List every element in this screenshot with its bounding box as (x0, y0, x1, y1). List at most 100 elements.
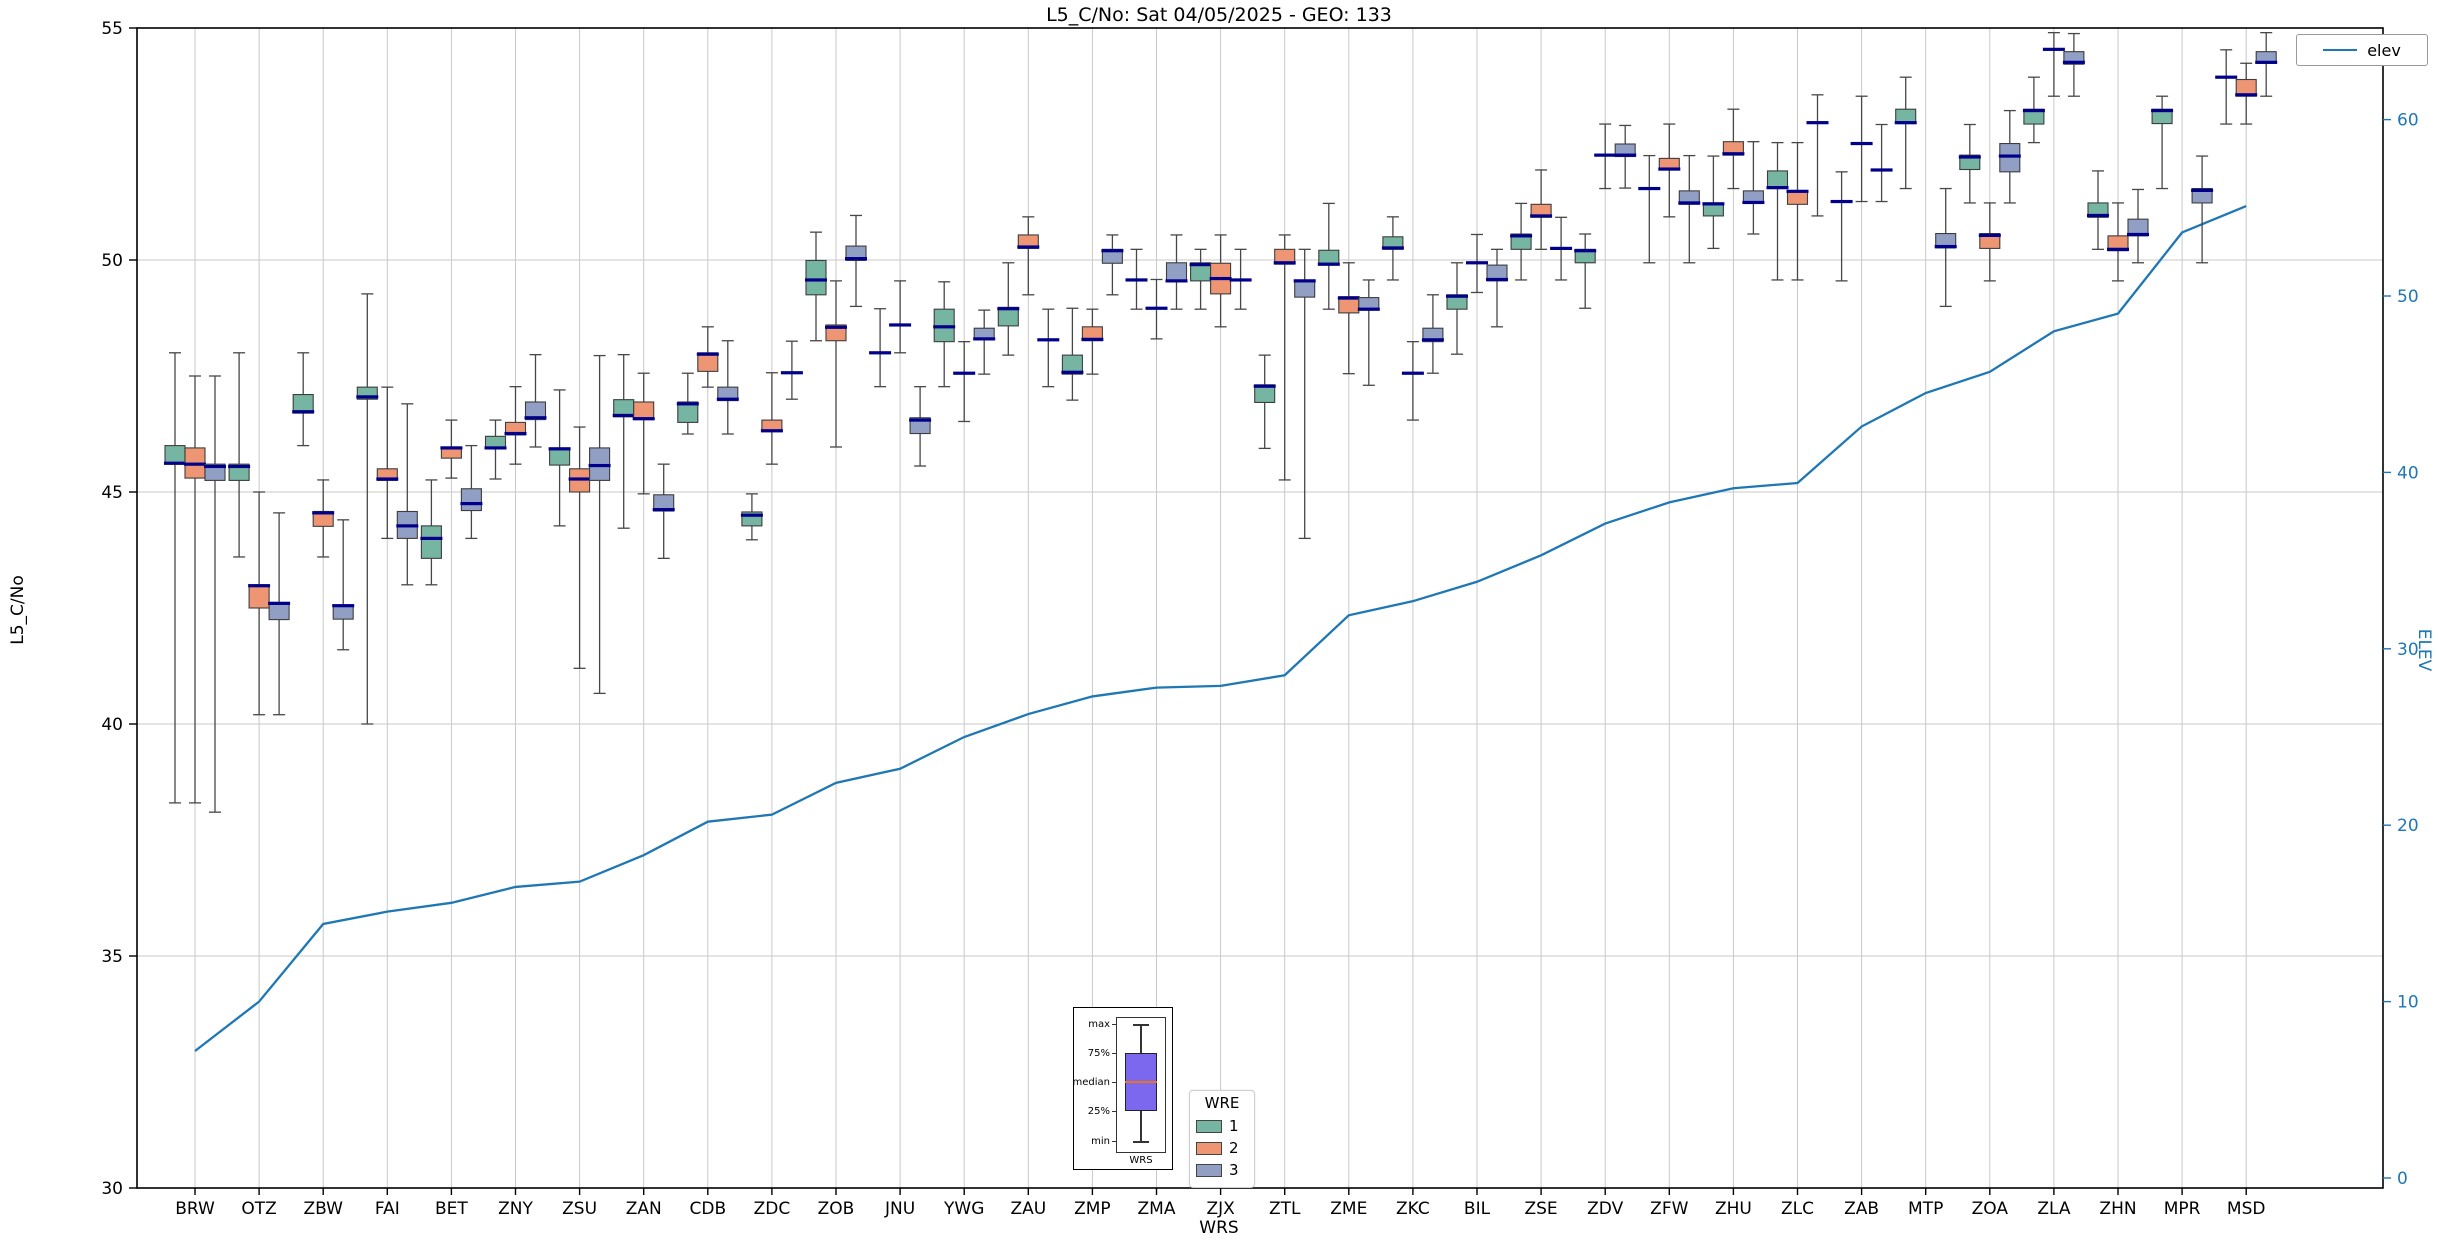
box-BIL-wre1 (1446, 262, 1468, 355)
box-ZOA-wre1 (1958, 123, 1981, 204)
box-ZOA-wre2 (1978, 202, 2001, 282)
svg-text:35: 35 (101, 947, 123, 967)
box-ZNY-wre2 (504, 386, 527, 465)
box-ZHN-wre1 (2087, 170, 2109, 250)
x-tick-MPR: MPR (2164, 1199, 2201, 1219)
box-JNU-wre1 (869, 308, 892, 388)
box-MTP-wre1 (1894, 76, 1917, 190)
box-ZSE-wre1 (1510, 202, 1533, 281)
box-MSD-wre1 (2215, 49, 2238, 125)
box-MTP-wre3 (1934, 187, 1957, 308)
box-MSD-wre3 (2255, 31, 2278, 97)
elev-line (194, 204, 2247, 1052)
box-YWG-wre2 (953, 341, 976, 423)
inset-mini-axes (1116, 1017, 1166, 1153)
x-tick-ZLC: ZLC (1781, 1199, 1814, 1219)
box-FAI-wre3 (396, 403, 419, 586)
box-ZMA-wre1 (1125, 248, 1148, 310)
box-ZAU-wre3 (1037, 308, 1060, 388)
x-tick-ZTL: ZTL (1269, 1199, 1301, 1219)
box-ZAU-wre1 (997, 262, 1020, 356)
box-BET-wre3 (460, 444, 483, 540)
box-ZAU-wre2 (1017, 216, 1040, 296)
box-YWG-wre3 (973, 309, 996, 375)
box-BET-wre1 (420, 479, 443, 586)
box-ZJX-wre1 (1189, 248, 1212, 310)
inset-tick-icon (1112, 1053, 1117, 1054)
box-ZKC-wre1 (1381, 216, 1404, 281)
box-ZBW-wre3 (332, 519, 355, 651)
wre2-swatch-icon (1196, 1141, 1222, 1155)
box-BIL-wre2 (1466, 233, 1488, 294)
wre3-swatch-icon (1196, 1163, 1222, 1177)
inset-tick-icon (1112, 1024, 1117, 1025)
inset-tick-icon (1112, 1141, 1117, 1142)
box-ZAN-wre2 (632, 372, 655, 495)
box-ZFW-wre1 (1638, 154, 1661, 264)
inset-label-min: min (1091, 1136, 1110, 1147)
x-tick-ZMP: ZMP (1074, 1199, 1111, 1219)
x-tick-ZKC: ZKC (1396, 1199, 1430, 1219)
x-tick-ZAU: ZAU (1010, 1199, 1046, 1219)
x-tick-ZDC: ZDC (754, 1199, 791, 1219)
wre-legend-item-1: 1 (1190, 1115, 1254, 1137)
box-BRW-wre2 (184, 375, 206, 804)
box-ZLA-wre1 (2022, 76, 2045, 144)
x-axis-label: WRS (1199, 1218, 1239, 1238)
inset-label-q3: 75% (1087, 1048, 1110, 1059)
y-axis-ticks-right: 0 10 20 30 40 50 60 (2383, 111, 2419, 1189)
x-tick-ZSU: ZSU (562, 1199, 597, 1219)
box-ZLC-wre1 (1766, 141, 1789, 281)
svg-text:30: 30 (2397, 640, 2419, 660)
box-CDB-wre3 (716, 340, 739, 435)
box-ZTL-wre1 (1253, 354, 1276, 450)
x-tick-ZJX: ZJX (1206, 1199, 1235, 1219)
x-tick-ZHU: ZHU (1715, 1199, 1752, 1219)
inset-label-q1: 25% (1087, 1106, 1110, 1117)
box-ZOB-wre1 (805, 231, 827, 342)
boxplot-explainer-inset: max 75% median 25% min WRS (1073, 1007, 1173, 1170)
box-ZTL-wre3 (1293, 248, 1316, 540)
x-tick-ZDV: ZDV (1587, 1199, 1623, 1219)
box-ZSU-wre3 (588, 354, 611, 695)
box-FAI-wre2 (376, 386, 399, 540)
inset-label-median: median (1072, 1077, 1111, 1088)
svg-text:40: 40 (101, 715, 123, 735)
inset-label-max: max (1088, 1019, 1110, 1030)
box-ZJX-wre3 (1229, 248, 1252, 310)
box-ZDC-wre3 (780, 340, 803, 400)
box-ZME-wre1 (1317, 202, 1340, 310)
box-FAI-wre1 (356, 293, 379, 725)
box-MPR-wre3 (2191, 155, 2214, 264)
box-ZBW-wre1 (292, 352, 315, 447)
wre-legend-title: WRE (1204, 1094, 1240, 1112)
svg-text:50: 50 (101, 251, 123, 271)
box-ZDV-wre1 (1574, 233, 1597, 309)
inset-tick-icon (1112, 1082, 1117, 1083)
box-ZHN-wre2 (2107, 202, 2129, 282)
box-OTZ-wre3 (268, 512, 291, 716)
box-ZAN-wre3 (652, 463, 675, 560)
inset-median-line-icon (1125, 1081, 1157, 1084)
x-tick-ZFW: ZFW (1650, 1199, 1688, 1219)
y-axis-label-right: ELEV (2414, 628, 2434, 672)
svg-text:30: 30 (101, 1179, 123, 1199)
box-ZSE-wre2 (1530, 169, 1553, 250)
box-MSD-wre2 (2235, 62, 2258, 125)
box-ZSE-wre3 (1550, 216, 1573, 281)
box-ZMA-wre2 (1145, 278, 1168, 340)
x-tick-JNU: JNU (884, 1199, 915, 1219)
box-ZHU-wre1 (1702, 155, 1725, 250)
inset-tick-icon (1112, 1111, 1117, 1112)
box-JNU-wre3 (909, 386, 932, 467)
wre-legend-item-1-label: 1 (1229, 1117, 1239, 1135)
x-tick-MSD: MSD (2227, 1199, 2266, 1219)
box-ZFW-wre3 (1678, 154, 1701, 264)
box-ZAB-wre1 (1830, 171, 1853, 282)
svg-text:10: 10 (2397, 993, 2419, 1013)
y-axis-label-left: L5_C/No (8, 575, 28, 645)
box-ZSU-wre2 (568, 426, 591, 669)
box-ZNY-wre1 (484, 419, 507, 480)
x-tick-ZLA: ZLA (2037, 1199, 2071, 1219)
